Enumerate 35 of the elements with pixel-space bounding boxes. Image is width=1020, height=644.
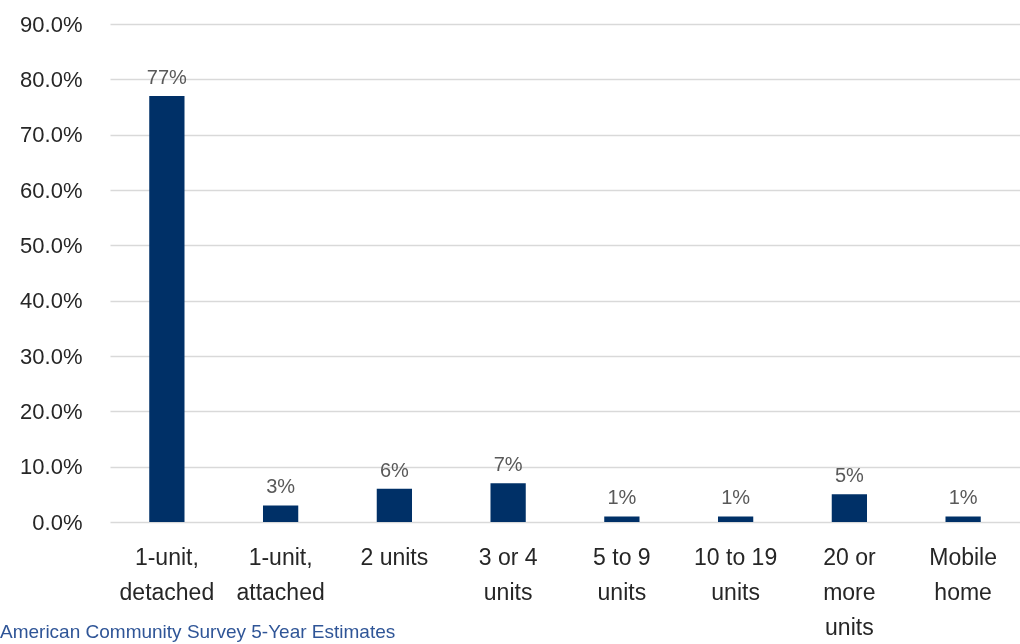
- bar: [490, 483, 526, 522]
- y-tick-label: 70.0%: [20, 122, 83, 148]
- bar: [717, 516, 754, 522]
- y-tick-label: 20.0%: [20, 398, 83, 424]
- data-label: 1%: [607, 486, 637, 509]
- bar: [376, 488, 413, 522]
- data-label: 6%: [379, 458, 410, 481]
- y-tick-label: 50.0%: [20, 232, 83, 258]
- x-tick-label: 3 or 4 units: [478, 543, 538, 605]
- data-label: 3%: [266, 475, 296, 498]
- x-tick-label: Mobile home: [929, 543, 998, 605]
- data-label: 5%: [834, 464, 865, 487]
- x-tick-label: 20 or more units: [823, 543, 876, 640]
- x-tick-label: 1-unit, attached: [236, 543, 325, 605]
- data-label: 1%: [721, 486, 751, 509]
- y-tick-label: 0.0%: [32, 509, 83, 535]
- data-label: 7%: [493, 453, 523, 476]
- y-tick-label: 40.0%: [20, 288, 83, 314]
- x-tick-label: 2 units: [360, 543, 429, 570]
- bar: [149, 95, 185, 522]
- y-tick-label: 60.0%: [20, 177, 83, 203]
- bar: [262, 505, 299, 522]
- data-label: 77%: [146, 65, 188, 88]
- y-tick-label: 30.0%: [20, 343, 83, 369]
- bar: [831, 494, 868, 522]
- bar: [945, 516, 981, 522]
- text: American Community Survey 5-Year Estimates: [0, 621, 396, 642]
- x-tick-label: 10 to 19 units: [694, 543, 778, 605]
- y-tick-label: 90.0%: [20, 11, 83, 37]
- x-tick-label: 1-unit, detached: [119, 543, 215, 605]
- y-tick-label: 80.0%: [20, 66, 83, 92]
- y-tick-label: 10.0%: [20, 454, 83, 480]
- data-label: 1%: [948, 486, 978, 509]
- x-tick-label: 5 to 9 units: [593, 543, 651, 605]
- bar: [604, 516, 640, 522]
